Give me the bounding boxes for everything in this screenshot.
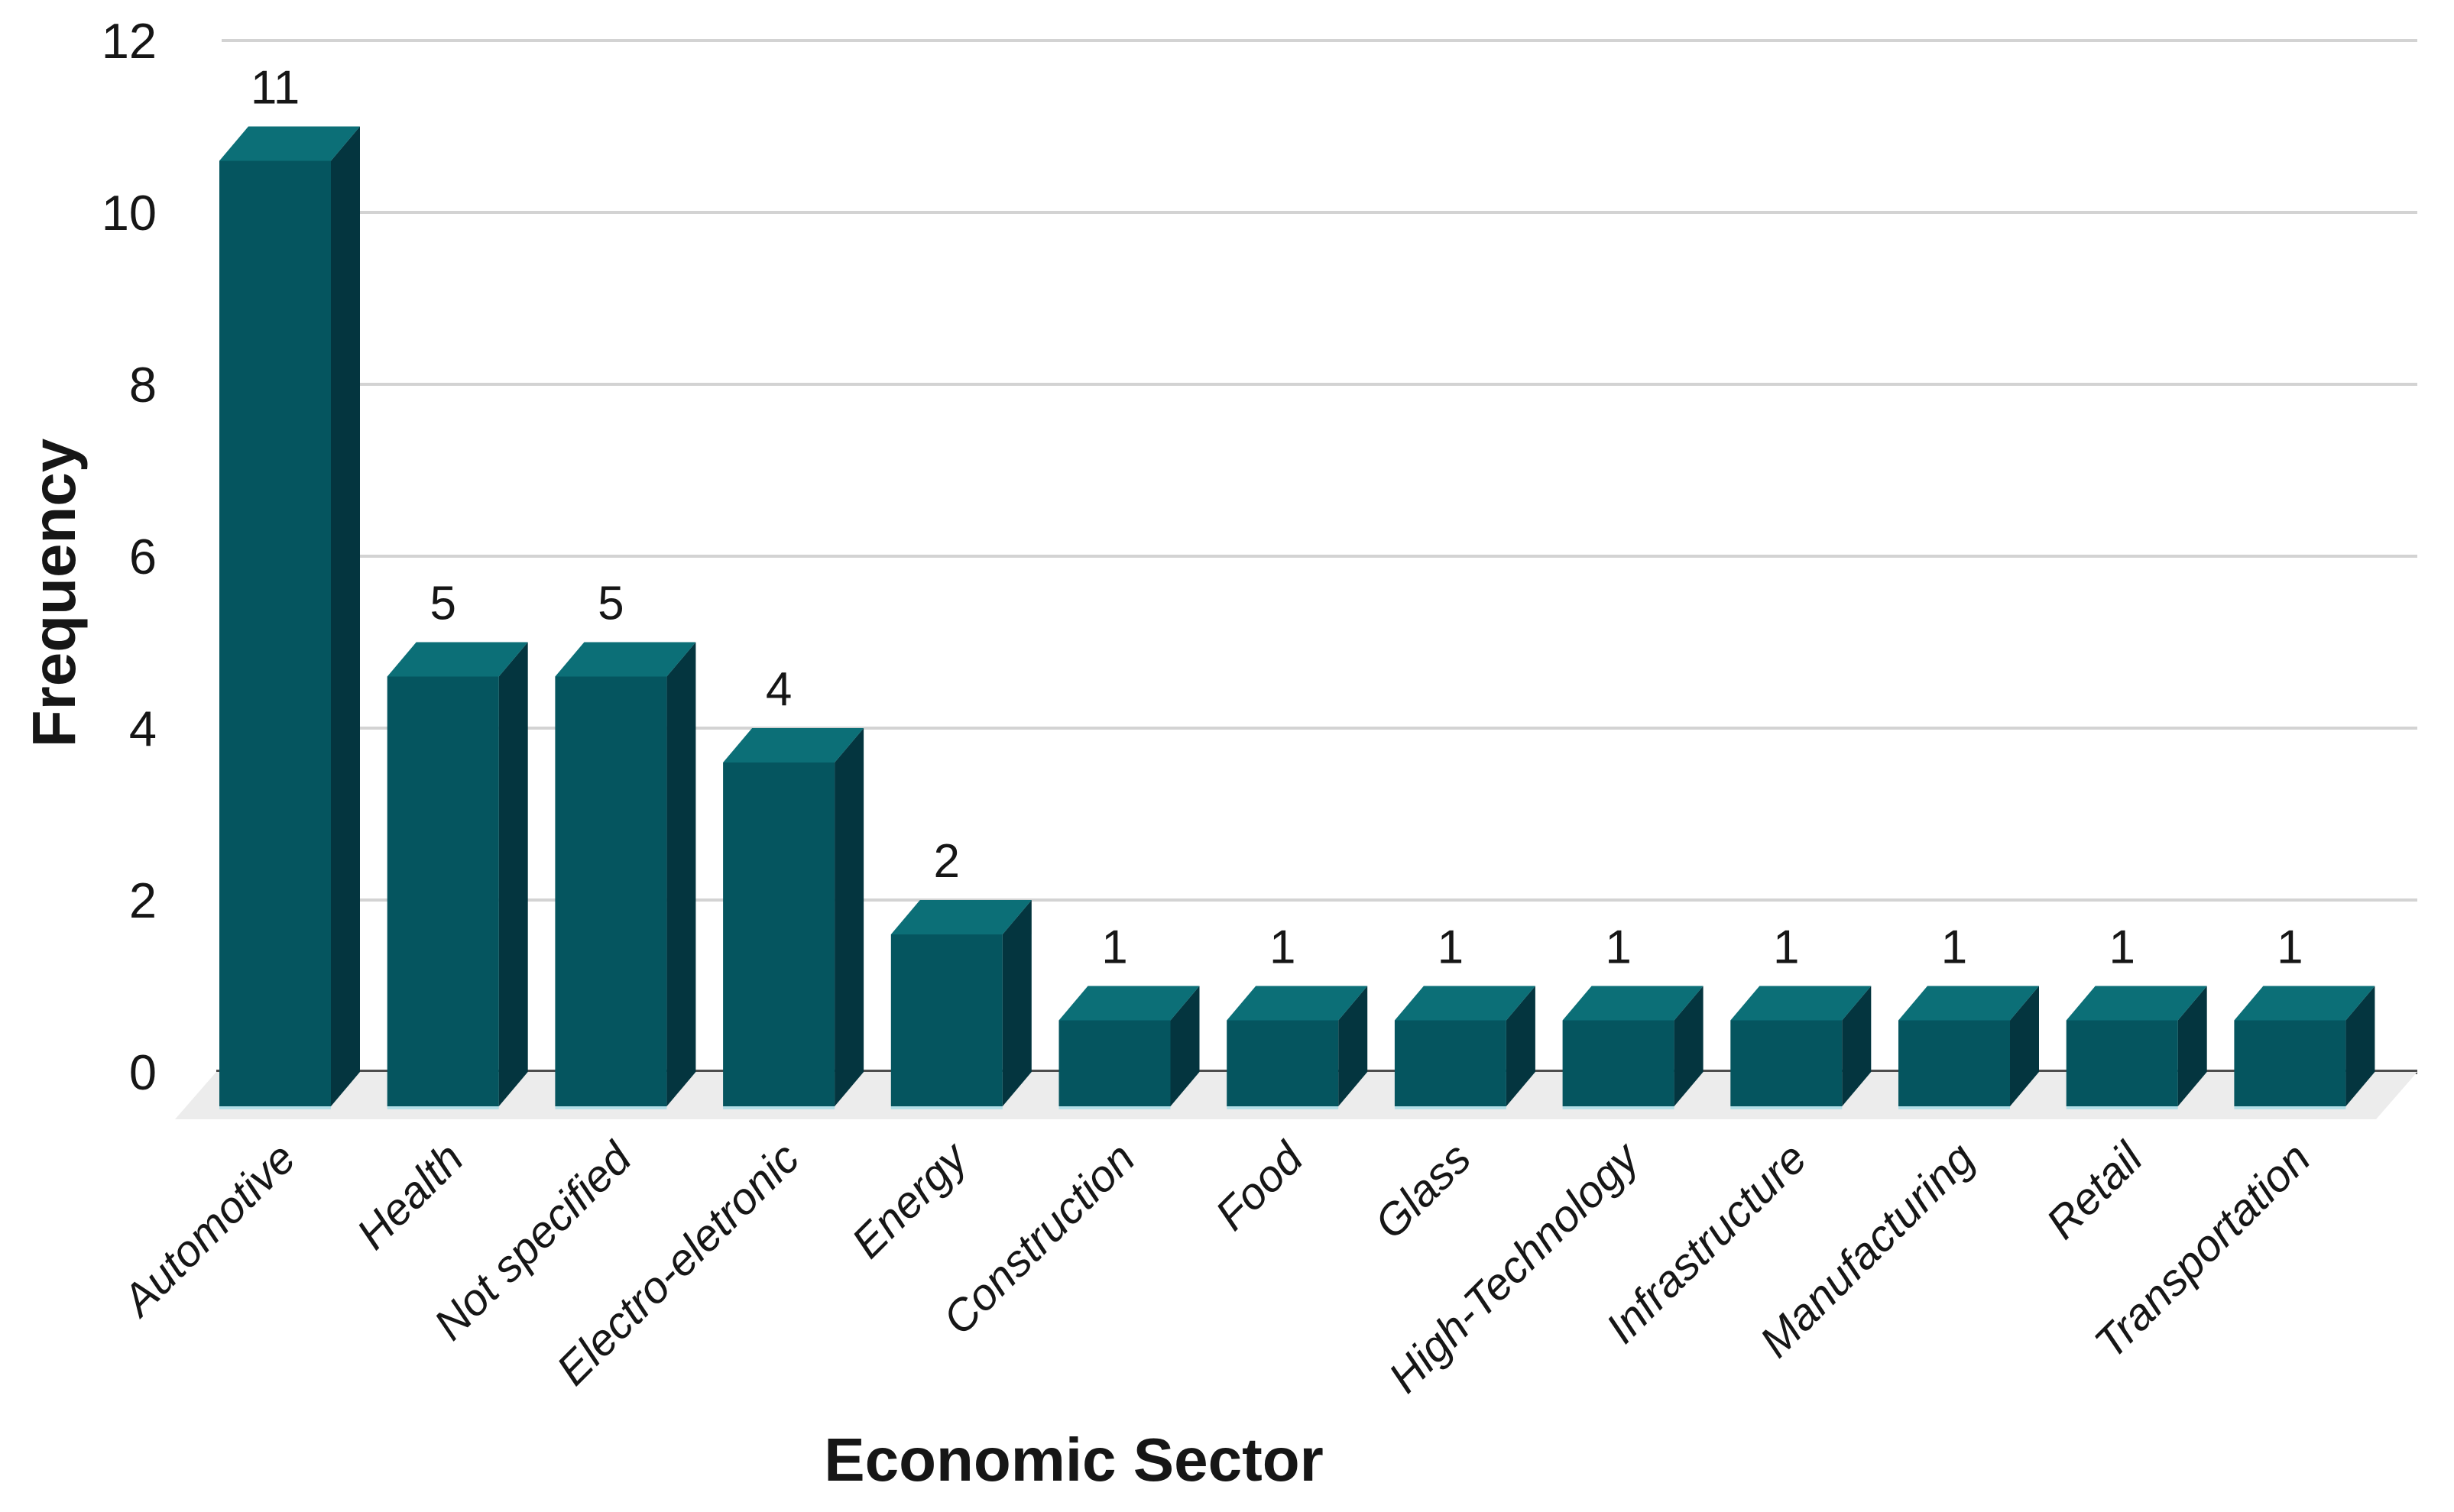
bar-group — [1730, 986, 1872, 1109]
grid-layer — [216, 39, 2417, 1074]
x-category-label: Food — [1206, 1132, 1314, 1240]
bar-value-label: 5 — [430, 578, 455, 630]
x-category-label: Glass — [1365, 1133, 1480, 1248]
bar-side-face — [1170, 986, 1200, 1106]
bar-front-face — [1058, 1020, 1171, 1106]
bar-top-face — [723, 728, 864, 762]
bar-top-face — [1227, 986, 1368, 1021]
bar-group — [1898, 986, 2039, 1109]
bar-side-face — [2010, 986, 2039, 1106]
bar-front-face — [387, 676, 499, 1106]
bar-group — [387, 642, 528, 1109]
y-tick-label: 12 — [102, 13, 157, 69]
bar-group — [890, 900, 1032, 1109]
bar-value-label: 2 — [934, 835, 960, 888]
bar-side-face — [2345, 986, 2375, 1106]
bar-front-face — [219, 160, 331, 1106]
bar-top-face — [890, 900, 1032, 934]
bar-front-face — [1227, 1020, 1339, 1106]
bar-top-face — [1898, 986, 2039, 1021]
bar-value-label: 1 — [1605, 921, 1631, 974]
bar-value-label: 1 — [2277, 921, 2303, 974]
bar-value-label: 1 — [1438, 921, 1464, 974]
x-axis-title: Economic Sector — [824, 1426, 1324, 1494]
y-tick-label: 10 — [102, 185, 157, 241]
bar-value-label: 1 — [2109, 921, 2135, 974]
bar-front-face — [555, 676, 667, 1106]
bar-value-label: 1 — [1101, 921, 1127, 974]
bar-front-face — [1562, 1020, 1674, 1106]
bars-layer — [219, 126, 2375, 1109]
x-category-label: Automotive — [112, 1133, 305, 1326]
bar-side-face — [1842, 986, 1872, 1106]
x-category-label: Retail — [2037, 1132, 2153, 1248]
y-axis-title: Frequency — [20, 438, 88, 747]
bar-top-face — [2066, 986, 2207, 1021]
bar-front-face — [723, 762, 835, 1106]
bar-value-label: 4 — [766, 663, 792, 716]
bar-front-face — [2234, 1020, 2346, 1106]
bar-top-face — [1730, 986, 1872, 1021]
bar-front-face — [890, 934, 1003, 1106]
y-tick-label: 2 — [129, 873, 157, 928]
bar-group — [723, 728, 864, 1109]
bar-value-label: 1 — [1269, 921, 1295, 974]
bar-value-label: 1 — [1773, 921, 1799, 974]
bar-group — [1562, 986, 1704, 1109]
bar-side-face — [331, 126, 360, 1106]
bar-top-face — [387, 642, 528, 677]
bar-value-label: 11 — [251, 62, 300, 115]
bar-front-face — [1898, 1020, 2010, 1106]
y-tick-label: 6 — [129, 529, 157, 584]
bar-top-face — [219, 126, 360, 161]
bar-front-face — [2066, 1020, 2178, 1106]
bar-side-face — [1674, 986, 1704, 1106]
bar-front-face — [1394, 1020, 1506, 1106]
bar-side-face — [2177, 986, 2207, 1106]
bar-group — [555, 642, 696, 1109]
bar-side-face — [498, 642, 528, 1106]
bar-top-face — [555, 642, 696, 677]
bar-side-face — [666, 642, 696, 1106]
x-category-label: Health — [347, 1133, 473, 1259]
bar-group — [1058, 986, 1200, 1109]
bar-value-label: 5 — [598, 578, 624, 630]
bar-group — [1394, 986, 1535, 1109]
bar-top-face — [2234, 986, 2375, 1021]
bar-group — [2066, 986, 2207, 1109]
bar-side-face — [1002, 900, 1032, 1106]
bar-group — [219, 126, 360, 1109]
bar-group — [1227, 986, 1368, 1109]
bar-top-face — [1058, 986, 1200, 1021]
x-category-label: Energy — [842, 1132, 978, 1268]
bar-group — [2234, 986, 2375, 1109]
y-tick-label: 8 — [129, 357, 157, 413]
bar-side-face — [1338, 986, 1368, 1106]
y-tick-label: 0 — [129, 1044, 157, 1100]
bar-top-face — [1394, 986, 1535, 1021]
bar-value-label: 1 — [1941, 921, 1967, 974]
bar-side-face — [1506, 986, 1535, 1106]
y-tick-label: 4 — [129, 701, 157, 756]
bar-front-face — [1730, 1020, 1843, 1106]
bar-side-face — [835, 728, 864, 1106]
bar-top-face — [1562, 986, 1704, 1021]
